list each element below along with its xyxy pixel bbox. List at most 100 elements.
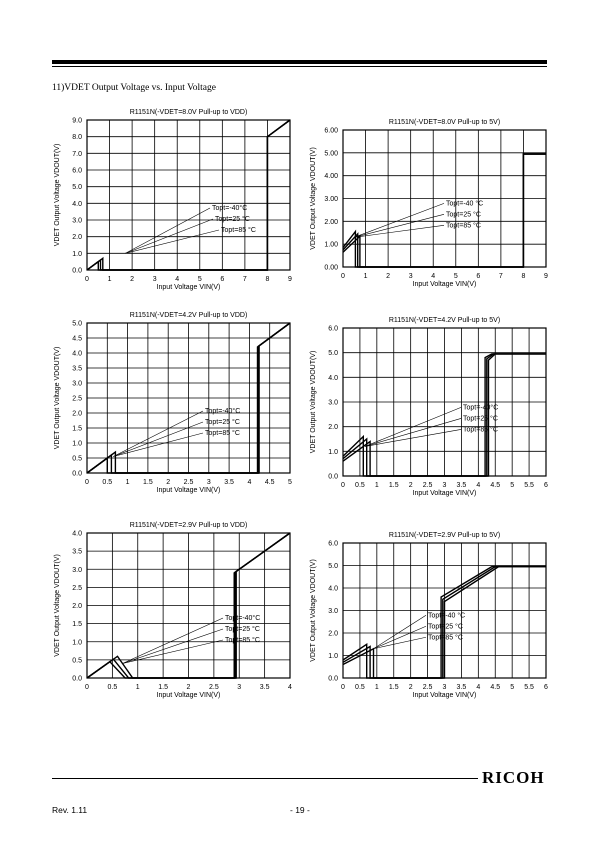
legend-leader [125,229,220,254]
legend-leader [122,628,224,664]
plot-frame [86,119,291,271]
y-tick-label: 0.5 [72,456,82,463]
x-tick-label: 4 [476,684,480,691]
x-tick-label: 5 [198,276,202,283]
y-tick-label: 4.0 [72,531,82,538]
header-rule-thin [52,66,547,67]
x-tick-label: 1 [136,684,140,691]
series-line [342,153,546,268]
y-tick-label: 2.0 [72,411,82,418]
chart-title: R1151N(-VDET=2.9V Pull-up to VDD) [130,522,248,529]
legend-leader [125,207,211,254]
x-tick-label: 2 [409,482,413,489]
y-tick-label: 1.0 [72,441,82,448]
x-tick-label: 3 [207,479,211,486]
y-axis-label: VDET Output Voltage VDOUT(V) [310,351,317,454]
x-axis-label: Input Voltage VIN(V) [413,281,477,288]
legend-entry: Topt=25 °C [225,625,260,633]
y-tick-label: 2.0 [72,234,82,241]
y-tick-label: 5.0 [328,350,338,357]
series-line [342,153,546,268]
series-line [86,119,291,271]
legend-leader [373,614,427,650]
x-tick-label: 0 [341,684,345,691]
series-line [86,119,291,271]
legend-leader [354,225,445,238]
x-tick-label: 2 [386,273,390,280]
y-tick-label: 4.0 [72,201,82,208]
footer-rule [52,778,547,779]
y-tick-label: 0.5 [72,657,82,664]
x-tick-label: 4.5 [490,482,500,489]
header-rule-thick [52,60,547,64]
y-axis-label: VDET Output Voltage VDOUT(V) [310,559,317,662]
y-tick-label: 0.0 [72,676,82,683]
x-axis-label: Input Voltage VIN(V) [157,692,221,699]
x-tick-label: 1.5 [389,684,399,691]
x-tick-label: 5 [510,482,514,489]
x-tick-label: 4 [175,276,179,283]
x-tick-label: 0.5 [355,482,365,489]
chart-vdet8-pullup-vdd: R1151N(-VDET=8.0V Pull-up to VDD) 0 1 2 3 4 5 6… [54,109,292,291]
y-tick-label: 6.00 [324,128,338,135]
chart-title: R1151N(-VDET=4.2V Pull-up to 5V) [389,317,500,324]
chart-title: R1151N(-VDET=2.9V Pull-up to 5V) [389,532,500,539]
x-tick-label: 5 [510,684,514,691]
y-tick-label: 1.0 [72,639,82,646]
x-tick-label: 9 [288,276,292,283]
legend-leader [373,625,427,650]
y-tick-label: 6.0 [328,326,338,333]
y-tick-label: 1.5 [72,621,82,628]
y-tick-label: 2.5 [72,396,82,403]
x-tick-label: 4.5 [490,684,500,691]
y-tick-label: 3.5 [72,366,82,373]
x-tick-label: 2 [130,276,134,283]
legend-entry: Topt=-40°C [205,407,240,415]
legend-leader [113,432,204,457]
y-axis-label: VDET Output Voltage VDOUT(V) [310,147,317,250]
y-tick-label: 5.00 [324,150,338,157]
x-tick-label: 2 [166,479,170,486]
x-tick-label: 1 [375,684,379,691]
y-tick-label: 3.0 [328,400,338,407]
x-tick-label: 7 [243,276,247,283]
legend-leader [364,429,462,447]
y-tick-label: 5.0 [72,184,82,191]
legend-entry: Topt=25 °C [463,414,498,422]
x-tick-label: 3 [153,276,157,283]
x-tick-label: 7 [499,273,503,280]
series-line [86,322,291,474]
x-tick-label: 3.5 [224,479,234,486]
x-tick-label: 5.5 [524,482,534,489]
y-axis-label: VDET Output Voltage VDOUT(V) [54,347,61,450]
legend-entry: Topt=25 °C [446,210,481,218]
legend-leader [364,418,462,447]
x-tick-label: 2.5 [423,482,433,489]
page-number: - 19 - [290,805,310,815]
legend-leader [364,407,462,447]
legend-leader [373,636,427,650]
series-line [342,353,546,477]
y-tick-label: 1.0 [72,251,82,258]
chart-vdet42-pullup-5v: R1151N(-VDET=4.2V Pull-up to 5V) 0 0.5 1 1.5… [310,317,548,497]
legend-leader [354,203,445,238]
x-axis-label: Input Voltage VIN(V) [413,692,477,699]
y-tick-label: 1.5 [72,426,82,433]
x-tick-label: 9 [544,273,548,280]
legend-entry: Topt=25 °C [215,215,250,223]
y-axis-label: VDET Output Voltage VDOUT(V) [54,554,61,657]
x-tick-label: 2.5 [423,684,433,691]
y-tick-label: 3.0 [328,608,338,615]
y-tick-label: 3.0 [72,381,82,388]
x-tick-label: 8 [521,273,525,280]
y-tick-label: 3.00 [324,196,338,203]
x-tick-label: 1.5 [143,479,153,486]
x-tick-label: 6 [544,482,548,489]
x-tick-label: 0 [85,684,89,691]
y-tick-label: 8.0 [72,134,82,141]
legend-entry: Topt=85 °C [463,425,498,433]
series-line [86,532,291,679]
legend-entry: Topt=85 °C [446,221,481,229]
legend-entry: Topt=85 °C [428,633,463,641]
x-tick-label: 6 [220,276,224,283]
